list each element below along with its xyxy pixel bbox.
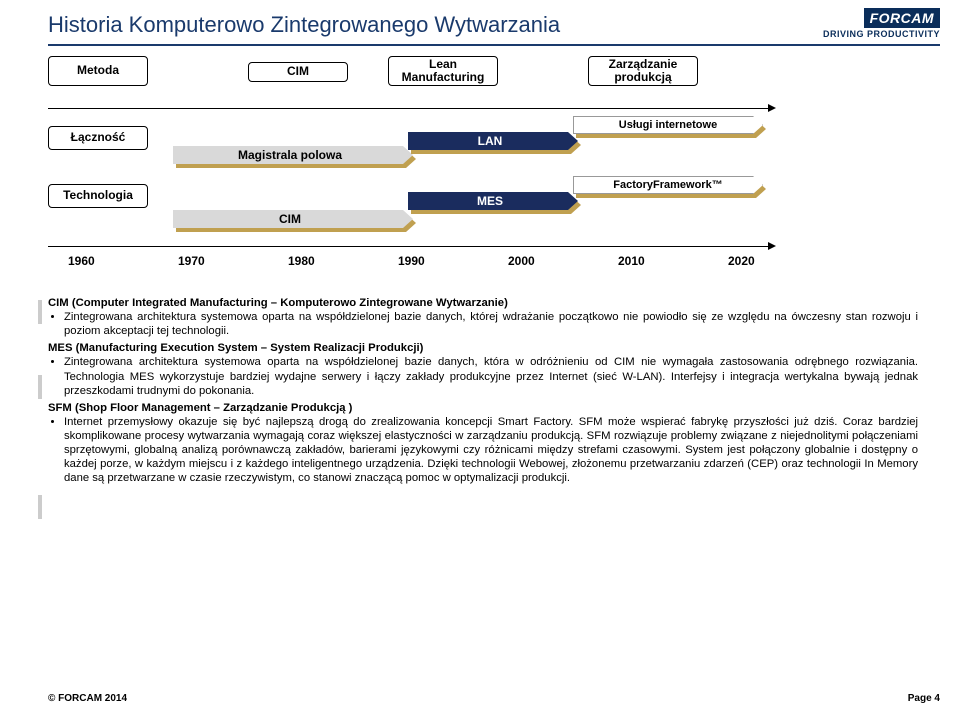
method-shop: Zarządzanie produkcją — [588, 56, 698, 86]
timeline-diagram: Metoda CIM Lean Manufacturing Zarządzani… — [48, 56, 788, 286]
footer-left: © FORCAM 2014 — [48, 693, 127, 704]
row-label-method: Metoda — [48, 56, 148, 86]
method-cim: CIM — [248, 62, 348, 82]
connectivity-bus: Magistrala polowa — [173, 146, 413, 164]
connectivity-lan: LAN — [408, 132, 578, 150]
footer: © FORCAM 2014 Page 4 — [48, 693, 940, 704]
arrow-head-2 — [768, 242, 776, 250]
logo-main: FORCAM — [864, 8, 940, 28]
year-3: 1990 — [398, 254, 425, 268]
year-0: 1960 — [68, 254, 95, 268]
year-4: 2000 — [508, 254, 535, 268]
row-label-technology: Technologia — [48, 184, 148, 208]
footer-right: Page 4 — [908, 693, 940, 704]
marker-cim — [38, 300, 42, 324]
tech-ff: FactoryFramework™ — [573, 176, 763, 194]
year-2: 1980 — [288, 254, 315, 268]
arrow-line-2 — [48, 246, 768, 247]
method-lean: Lean Manufacturing — [388, 56, 498, 86]
year-1: 1970 — [178, 254, 205, 268]
mes-bullet: Zintegrowana architektura systemowa opar… — [64, 355, 918, 397]
row-label-connectivity: Łączność — [48, 126, 148, 150]
tech-mes: MES — [408, 192, 578, 210]
connectivity-internet: Usługi internetowe — [573, 116, 763, 134]
tech-cim: CIM — [173, 210, 413, 228]
marker-sfm — [38, 495, 42, 519]
arrow-head-1 — [768, 104, 776, 112]
mes-heading: MES (Manufacturing Execution System – Sy… — [48, 341, 918, 355]
body-text: CIM (Computer Integrated Manufacturing –… — [48, 293, 918, 485]
logo: FORCAM DRIVING PRODUCTIVITY — [823, 8, 940, 39]
marker-mes — [38, 375, 42, 399]
title-divider — [48, 44, 940, 46]
year-6: 2020 — [728, 254, 755, 268]
sfm-bullet: Internet przemysłowy okazuje się być naj… — [64, 415, 918, 486]
page-title: Historia Komputerowo Zintegrowanego Wytw… — [48, 12, 560, 38]
sfm-heading: SFM (Shop Floor Management – Zarządzanie… — [48, 401, 918, 415]
logo-sub: DRIVING PRODUCTIVITY — [823, 29, 940, 39]
arrow-line-1 — [48, 108, 768, 109]
cim-bullet: Zintegrowana architektura systemowa opar… — [64, 310, 918, 338]
year-5: 2010 — [618, 254, 645, 268]
cim-heading: CIM (Computer Integrated Manufacturing –… — [48, 296, 918, 310]
